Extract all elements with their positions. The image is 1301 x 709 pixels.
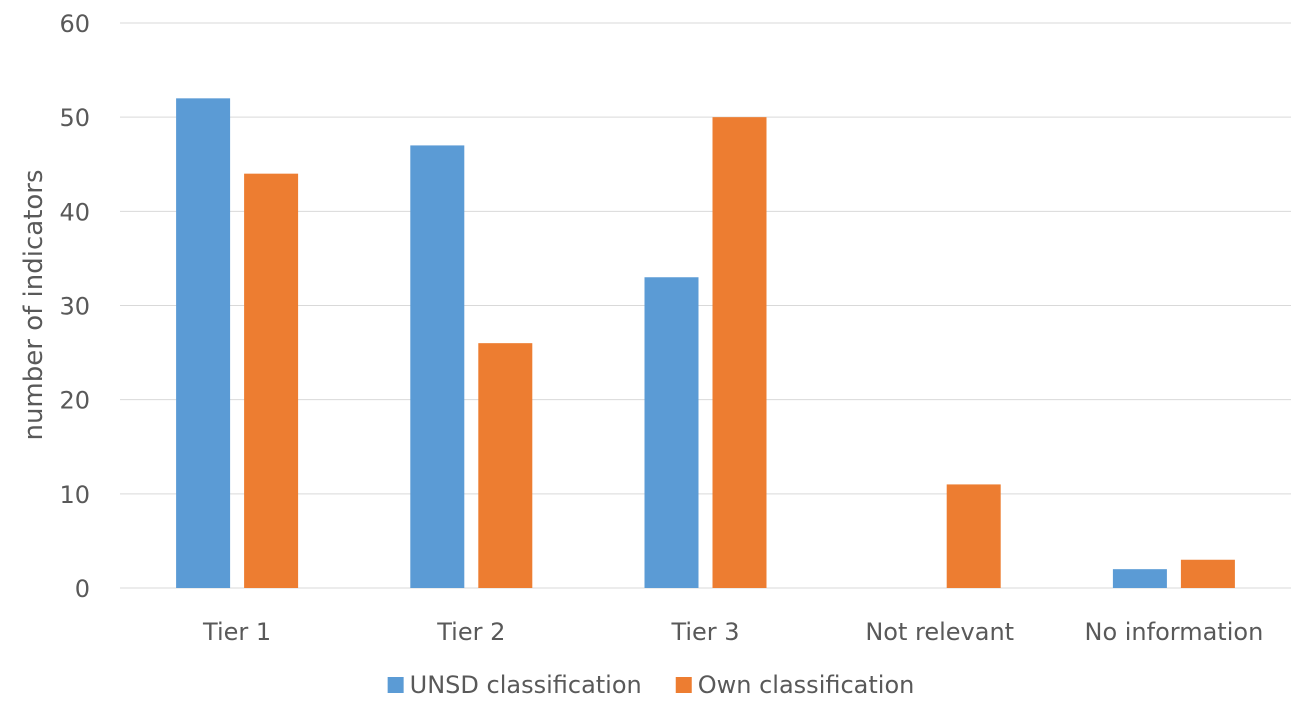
bar-own-classification-tier-3: [712, 117, 767, 589]
legend: UNSD classification Own classification: [387, 671, 915, 699]
x-category-label: No information: [1085, 618, 1264, 646]
legend-label: Own classification: [698, 671, 915, 699]
y-tick-label: 30: [59, 293, 90, 321]
x-category-label: Tier 2: [436, 618, 505, 646]
bar-own-classification-not-relevant: [946, 484, 1001, 588]
y-tick-label: 20: [59, 387, 90, 415]
bar-unsd-classification-tier-2: [410, 145, 465, 588]
x-category-label: Not relevant: [865, 618, 1014, 646]
legend-item: UNSD classification: [387, 671, 642, 699]
y-tick-label: 0: [75, 575, 90, 603]
x-axis-category-labels: Tier 1 Tier 2 Tier 3 Not relevant No informa…: [202, 618, 1263, 646]
bar-unsd-classification-no-information: [1112, 569, 1167, 588]
y-tick-label: 60: [59, 10, 90, 38]
y-tick-label: 10: [59, 481, 90, 509]
bar-own-classification-tier-2: [478, 343, 533, 588]
bar-own-classification-tier-1: [244, 173, 299, 588]
bars: [176, 98, 1235, 589]
x-category-label: Tier 1: [202, 618, 271, 646]
legend-swatch: [675, 677, 692, 693]
legend-item: Own classification: [675, 671, 915, 699]
y-axis-tick-labels: 0 10 20 30 40 50 60: [59, 10, 90, 603]
legend-label: UNSD classification: [410, 671, 642, 699]
gridlines: [120, 22, 1291, 589]
y-axis-title: number of indicators: [19, 169, 49, 440]
bar-unsd-classification-tier-3: [644, 277, 699, 588]
y-tick-label: 40: [59, 198, 90, 226]
bar-own-classification-no-information: [1180, 559, 1235, 588]
legend-swatch: [387, 677, 404, 693]
x-category-label: Tier 3: [670, 618, 739, 646]
y-tick-label: 50: [59, 104, 90, 132]
bar-unsd-classification-tier-1: [176, 98, 231, 588]
